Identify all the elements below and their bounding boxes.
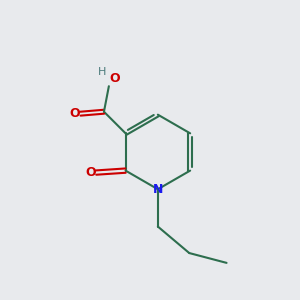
Text: O: O (110, 72, 120, 85)
Text: N: N (153, 183, 163, 196)
Text: O: O (69, 107, 80, 120)
Text: O: O (85, 166, 95, 179)
Text: H: H (98, 68, 106, 77)
